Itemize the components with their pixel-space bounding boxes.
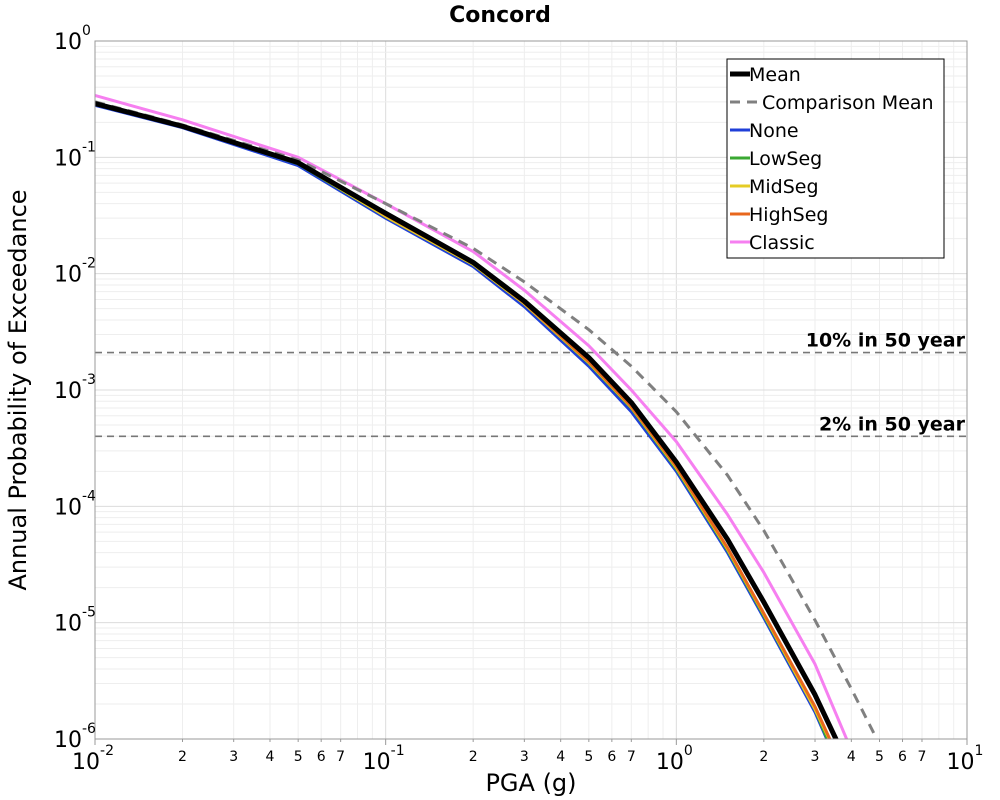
legend: Mean Comparison Mean None LowSeg MidSeg HighS…: [726, 58, 945, 259]
y-tick-label-0: 100: [54, 23, 91, 55]
x-minor-tick-label-13: 3: [811, 749, 820, 765]
x-minor-tick-label-12: 2: [759, 749, 768, 765]
x-minor-tick-label-11: 7: [627, 749, 636, 765]
x-minor-tick-label-7: 3: [520, 749, 529, 765]
x-minor-tick-label-0: 2: [178, 749, 187, 765]
y-tick-label-6: 10-6: [54, 721, 96, 753]
legend-label-comparison-mean: Comparison Mean: [762, 92, 934, 114]
x-minor-tick-label-14: 4: [847, 749, 856, 765]
series-line-classic: [95, 94, 849, 739]
x-minor-tick-label-16: 6: [898, 749, 907, 765]
plot-area: [95, 94, 967, 739]
grid-lines: [94, 41, 967, 740]
y-tick-label-4: 10-4: [54, 488, 96, 520]
x-axis-label: PGA (g): [485, 769, 576, 797]
x-tick-label-1: 10-1: [363, 743, 405, 775]
y-axis-label: Annual Probability of Exceedance: [4, 189, 32, 590]
x-tick-label-2: 100: [656, 743, 693, 775]
y-tick-label-5: 10-5: [54, 605, 96, 637]
legend-label-mean: Mean: [749, 64, 801, 86]
x-minor-tick-label-15: 5: [875, 749, 884, 765]
x-minor-tick-label-8: 4: [556, 749, 565, 765]
x-minor-tick-label-6: 2: [469, 749, 478, 765]
x-minor-tick-label-4: 6: [317, 749, 326, 765]
legend-box: [726, 58, 945, 259]
x-minor-tick-label-3: 5: [294, 749, 303, 765]
x-minor-tick-label-9: 5: [584, 749, 593, 765]
x-minor-tick-label-17: 7: [918, 749, 927, 765]
chart-title: Concord: [449, 3, 551, 28]
y-tick-label-1: 10-1: [54, 139, 96, 171]
series-line-mean: [95, 101, 839, 739]
legend-label-midseg: MidSeg: [749, 176, 819, 198]
legend-label-none: None: [749, 120, 799, 142]
y-axis-ticks: 100 10-1 10-2 10-3 10-4 10-5 10-6: [54, 23, 96, 753]
x-tick-label-3: 101: [947, 743, 984, 775]
plot-frame: [94, 40, 968, 740]
x-tick-label-0: 10-2: [72, 743, 114, 775]
reference-label-1: 2% in 50 year: [819, 413, 966, 435]
series-line-comparison-mean: [95, 100, 879, 739]
x-minor-tick-label-2: 4: [266, 749, 275, 765]
x-minor-tick-label-1: 3: [229, 749, 238, 765]
x-minor-tick-label-5: 7: [336, 749, 345, 765]
reference-label-0: 10% in 50 year: [806, 330, 966, 352]
x-minor-tick-label-10: 6: [607, 749, 616, 765]
legend-label-classic: Classic: [749, 232, 815, 254]
y-tick-label-2: 10-2: [54, 256, 96, 288]
y-tick-label-3: 10-3: [54, 372, 96, 404]
legend-label-highseg: HighSeg: [749, 204, 828, 226]
legend-label-lowseg: LowSeg: [749, 148, 822, 170]
